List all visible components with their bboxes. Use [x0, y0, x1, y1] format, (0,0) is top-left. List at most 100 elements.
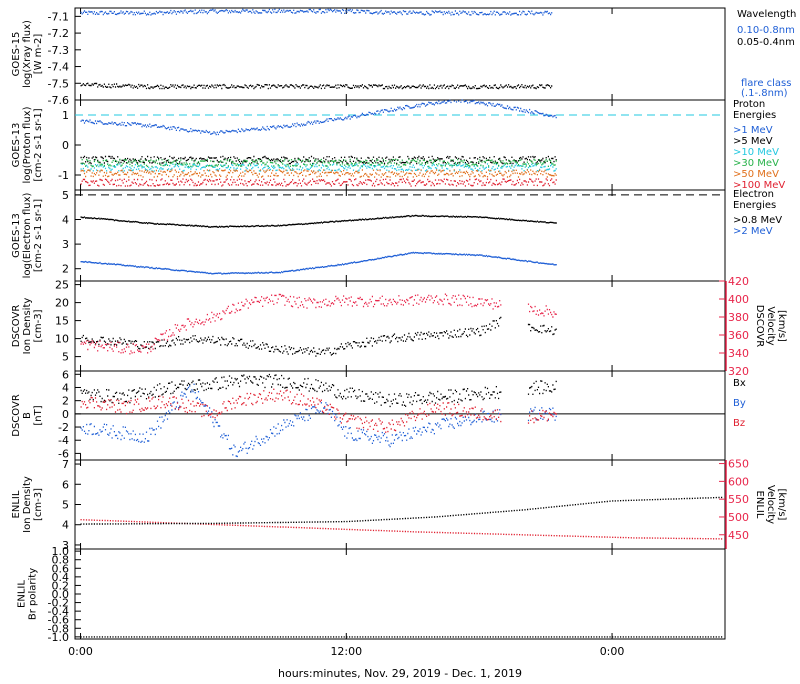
y-tick-label-electron: 2 — [62, 263, 69, 276]
y-tick-label-dscovr_density: 15 — [55, 315, 69, 328]
y-tick-label-dscovr_b: -2 — [58, 421, 69, 434]
x-tick-label: 0:00 — [600, 645, 625, 658]
legend-entry-proton: >100 MeV — [733, 180, 785, 191]
y-tick-label-dscovr_b: 2 — [62, 395, 69, 408]
y-axis-label-goes15: [W m-2] — [33, 34, 44, 75]
data-series-goes15-1 — [80, 82, 553, 90]
y-tick-label-enlil_polarity: 0.0 — [52, 588, 70, 601]
legend-entry-proton: >10 MeV — [733, 147, 779, 158]
y-tick-label-goes15: -7.3 — [48, 44, 69, 57]
right-y-tick-label-enlil: 550 — [728, 493, 749, 506]
y-tick-label-enlil_polarity: 0.6 — [52, 562, 70, 575]
y-tick-label-enlil: 4 — [62, 519, 69, 532]
legend-title-electron: Energies — [733, 200, 776, 211]
legend-entry-electron: >0.8 MeV — [733, 215, 782, 226]
right-y-tick-label-dscovr_density: 400 — [728, 293, 749, 306]
legend-title-proton: Energies — [733, 110, 776, 121]
y-tick-label-dscovr_density: 25 — [55, 279, 69, 292]
x-axis-label: hours:minutes, Nov. 29, 2019 - Dec. 1, 2… — [278, 667, 522, 680]
y-axis-label-enlil: ENLIL — [11, 490, 22, 518]
data-series-proton-5 — [80, 178, 557, 187]
y-axis-label-dscovr_density: [cm-3] — [33, 309, 44, 342]
y-tick-label-enlil: 7 — [62, 458, 69, 471]
y-axis-label-dscovr_density: DSCOVR — [11, 305, 22, 348]
y-tick-label-proton: 0 — [62, 139, 69, 152]
y-axis-label-enlil_polarity: ENLIL — [17, 580, 28, 608]
right-y-axis-label-dscovr_density: [km/s] — [776, 310, 787, 342]
y-tick-label-enlil: 3 — [62, 539, 69, 552]
legend-title-proton: Proton — [733, 99, 765, 110]
right-y-tick-label-dscovr_density: 420 — [728, 275, 749, 288]
y-tick-label-dscovr_b: 4 — [62, 381, 69, 394]
data-series-electron-1 — [80, 251, 557, 275]
right-y-tick-label-enlil: 650 — [728, 458, 749, 471]
y-axis-label-dscovr_b: DSCOVR — [11, 394, 22, 437]
data-series-dscovr_b-1 — [80, 383, 557, 458]
right-y-axis-label-enlil: ENLIL — [754, 491, 765, 519]
data-series-electron-0 — [80, 214, 557, 228]
y-tick-label-goes15: -7.2 — [48, 27, 69, 40]
right-y-tick-label-enlil: 600 — [728, 475, 749, 488]
data-series-enlil-0 — [80, 519, 723, 540]
data-series-dscovr_density-1 — [80, 293, 557, 355]
x-tick-label: 12:00 — [330, 645, 362, 658]
data-series-proton-2 — [80, 163, 557, 172]
panel-frame-electron — [74, 189, 726, 282]
y-tick-label-goes15: -7.5 — [48, 77, 69, 90]
right-y-tick-label-enlil: 450 — [728, 529, 749, 542]
panel-frame-enlil — [74, 459, 726, 550]
right-y-axis-label-dscovr_density: DSCOVR — [754, 305, 765, 348]
y-tick-label-goes15: -7.4 — [48, 61, 69, 74]
y-tick-label-goes15: -7.1 — [48, 10, 69, 23]
y-axis-label-dscovr_b: B — [22, 412, 33, 419]
data-series-enlil-1 — [80, 496, 723, 525]
right-y-tick-label-dscovr_density: 380 — [728, 311, 749, 324]
right-y-axis-label-enlil: Velocity — [765, 485, 776, 524]
legend-entry-proton: >30 MeV — [733, 158, 779, 169]
panel-frame-dscovr_density — [74, 280, 726, 372]
y-tick-label-enlil_polarity: 0.2 — [52, 579, 70, 592]
right-y-tick-label-dscovr_density: 320 — [728, 365, 749, 378]
y-axis-label-proton: [cm-2 s-1 sr-1] — [33, 108, 44, 181]
y-tick-label-enlil_polarity: -1.0 — [48, 631, 69, 644]
y-tick-label-enlil_polarity: 0.4 — [52, 571, 70, 584]
right-y-tick-label-dscovr_density: 340 — [728, 347, 749, 360]
legend-entry-dscovr_b: By — [733, 398, 746, 409]
legend-entry-dscovr_b: Bx — [733, 378, 746, 389]
y-tick-label-enlil_polarity: -0.6 — [48, 614, 69, 627]
y-axis-label-dscovr_density: Ion Density — [22, 298, 33, 355]
y-tick-label-enlil: 5 — [62, 499, 69, 512]
y-tick-label-electron: 5 — [62, 189, 69, 202]
right-y-axis-label-enlil: [km/s] — [776, 489, 787, 521]
legend-entry-proton: >1 MeV — [733, 125, 773, 136]
legend-entry-proton: >50 MeV — [733, 169, 779, 180]
flare-class-note: (.1-.8nm) — [741, 88, 788, 99]
panel-frame-enlil_polarity — [74, 548, 726, 640]
y-tick-label-proton: 1 — [62, 109, 69, 122]
y-axis-label-electron: log(Electron flux) — [22, 193, 33, 279]
y-axis-label-electron: [cm-2 s-1 sr-1] — [33, 199, 44, 272]
y-axis-label-dscovr_b: [nT] — [33, 405, 44, 425]
y-axis-label-electron: GOES-13 — [11, 213, 22, 258]
legend-entry-goes15: 0.10-0.8nm — [737, 25, 795, 36]
right-y-tick-label-dscovr_density: 360 — [728, 329, 749, 342]
panel-frame-dscovr_b — [74, 370, 726, 461]
data-series-proton-3 — [80, 158, 557, 168]
data-series-goes15-0 — [80, 8, 553, 16]
y-axis-label-enlil: [cm-3] — [33, 488, 44, 521]
y-tick-label-dscovr_b: 0 — [62, 408, 69, 421]
y-axis-label-enlil: Ion Density — [22, 476, 33, 533]
y-tick-label-enlil: 6 — [62, 478, 69, 491]
y-tick-label-enlil_polarity: -0.8 — [48, 622, 69, 635]
legend-entry-proton: >5 MeV — [733, 136, 773, 147]
y-tick-label-electron: 4 — [62, 214, 69, 227]
y-tick-label-enlil_polarity: 1.0 — [52, 545, 70, 558]
x-tick-label: 0:00 — [68, 645, 93, 658]
legend-entry-goes15: 0.05-0.4nm — [737, 37, 795, 48]
data-series-dscovr_b-2 — [80, 388, 557, 433]
flare-class-note: flare class — [741, 78, 791, 89]
y-axis-label-goes15: log(Xray flux) — [22, 20, 33, 88]
legend-entry-dscovr_b: Bz — [733, 418, 745, 429]
right-y-axis-label-dscovr_density: Velocity — [765, 306, 776, 345]
